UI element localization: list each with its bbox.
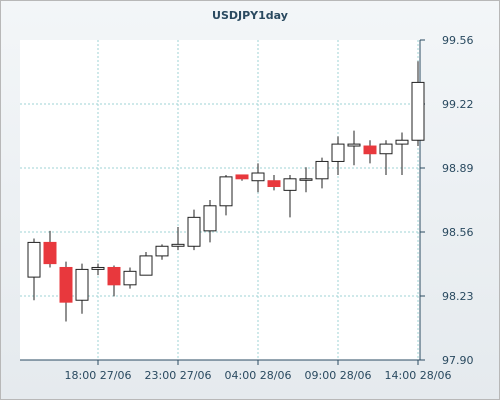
candle <box>315 157 329 189</box>
candle-body-down <box>267 180 281 188</box>
candle <box>267 174 281 191</box>
candle-body-up <box>299 178 313 181</box>
y-tick-label: 98.23 <box>442 290 474 303</box>
candle-body-down <box>107 266 121 286</box>
candle <box>235 174 249 181</box>
candle <box>251 163 265 193</box>
candle-body-up <box>203 205 217 232</box>
candle-body-up <box>139 255 153 276</box>
candle-body-up <box>27 241 41 278</box>
y-tick-label: 99.22 <box>442 98 474 111</box>
candle-body-up <box>315 160 329 180</box>
candle-body-up <box>171 243 185 247</box>
candle-body-up <box>379 143 393 155</box>
candle-body-up <box>155 245 169 257</box>
candle <box>347 130 361 166</box>
candles <box>27 61 425 322</box>
candle-body-up <box>331 143 345 162</box>
candle <box>91 263 105 276</box>
candle-body-up <box>123 270 137 286</box>
x-tick-label: 23:00 27/06 <box>145 369 212 382</box>
y-tick-label: 98.89 <box>442 162 474 175</box>
candle <box>219 174 233 216</box>
candle <box>299 167 313 193</box>
candle <box>203 200 217 243</box>
x-tick-label: 04:00 28/06 <box>225 369 292 382</box>
y-tick-label: 99.56 <box>442 34 474 47</box>
x-axis-ticks: 18:00 27/06 23:00 27/06 04:00 28/06 09:00 2… <box>65 360 452 382</box>
candle <box>379 140 393 175</box>
candle-body-up <box>395 139 409 145</box>
y-tick-label: 97.90 <box>442 354 474 367</box>
candle <box>43 230 57 268</box>
candle <box>171 226 185 251</box>
y-axis-ticks: 99.56 99.22 98.89 98.56 98.23 97.90 <box>420 34 474 367</box>
chart-title: USDJPY1day <box>212 9 288 22</box>
candle <box>187 209 201 251</box>
candle <box>139 252 153 276</box>
candle-body-up <box>411 81 425 141</box>
candle-body-up <box>91 266 105 270</box>
candle <box>75 263 89 314</box>
candle <box>331 136 345 175</box>
grid-lines <box>20 40 420 360</box>
candle-body-down <box>235 174 249 180</box>
candle-body-down <box>363 145 377 155</box>
x-tick-label: 14:00 28/06 <box>385 369 452 382</box>
candle <box>283 174 297 218</box>
y-tick-label: 98.56 <box>442 226 474 239</box>
candle <box>155 244 169 260</box>
candle-body-up <box>283 178 297 191</box>
candle <box>107 265 121 297</box>
candle-body-up <box>75 268 89 301</box>
candle-body-up <box>187 216 201 247</box>
candle <box>363 140 377 164</box>
candle-body-down <box>43 241 57 265</box>
candle-body-up <box>347 143 361 147</box>
candle <box>27 238 41 301</box>
candle <box>411 61 425 147</box>
candle-body-up <box>219 176 233 207</box>
candle-body-up <box>251 172 265 182</box>
x-tick-label: 09:00 28/06 <box>305 369 372 382</box>
candle-body-down <box>59 266 73 303</box>
candle <box>395 132 409 175</box>
x-tick-label: 18:00 27/06 <box>65 369 132 382</box>
candle <box>59 261 73 322</box>
candle <box>123 267 137 289</box>
